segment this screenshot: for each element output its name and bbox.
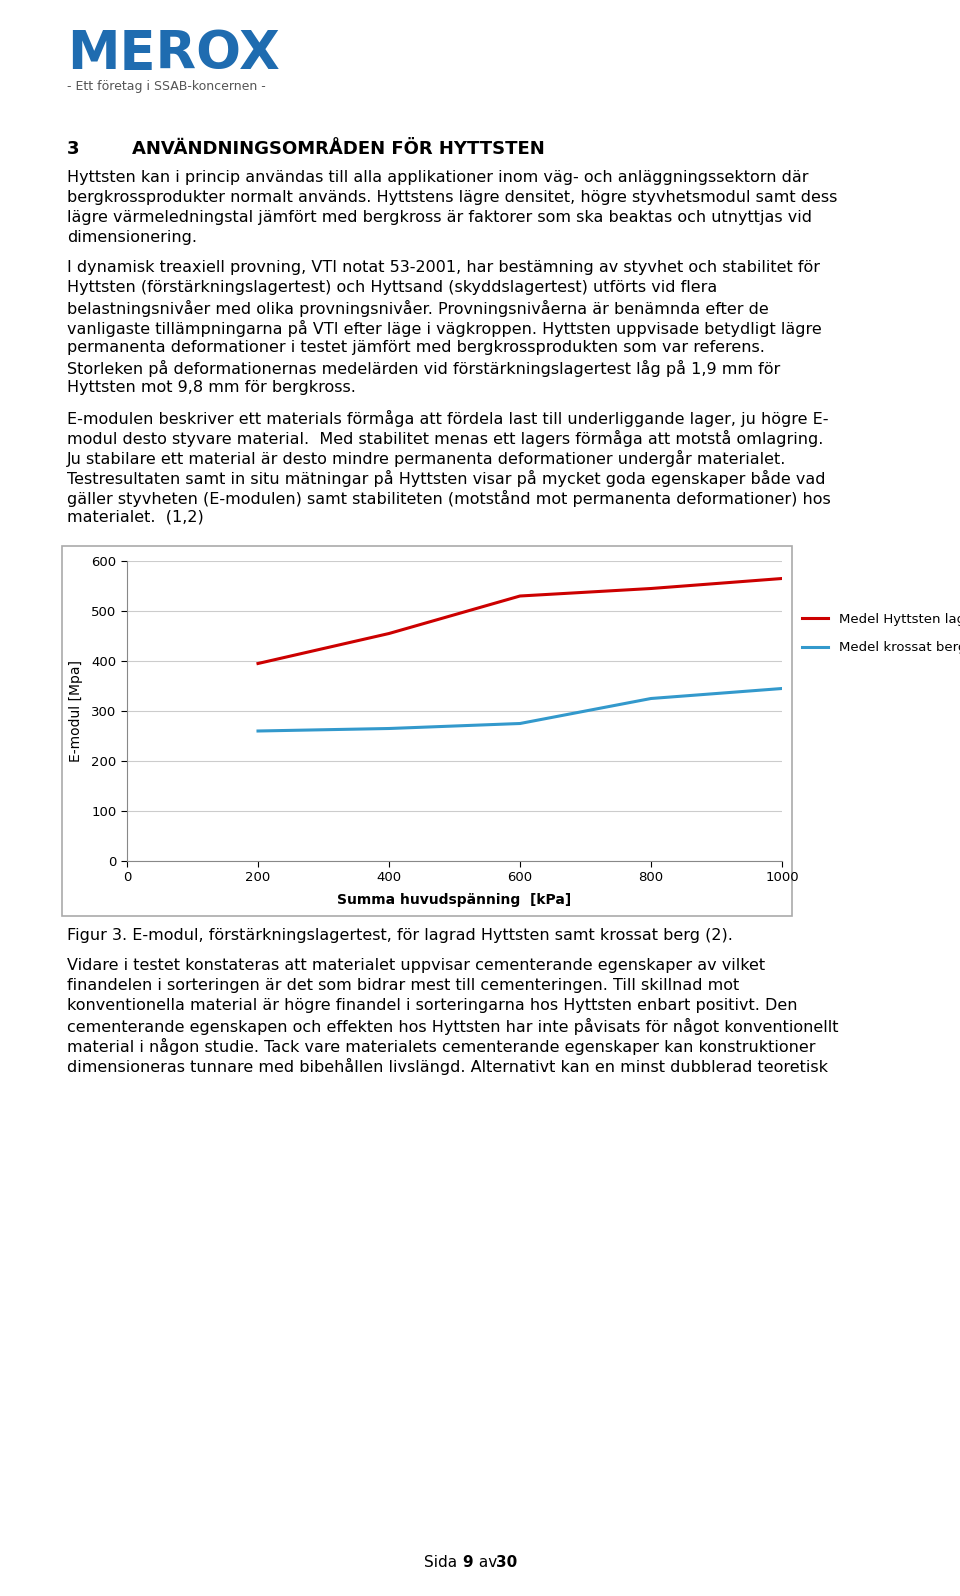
Text: Vidare i testet konstateras att materialet uppvisar cementerande egenskaper av v: Vidare i testet konstateras att material… — [67, 958, 765, 974]
Text: finandelen i sorteringen är det som bidrar mest till cementeringen. Till skillna: finandelen i sorteringen är det som bidr… — [67, 978, 739, 993]
Text: Testresultaten samt in situ mätningar på Hyttsten visar på mycket goda egenskape: Testresultaten samt in situ mätningar på… — [67, 469, 826, 487]
Text: material i någon studie. Tack vare materialets cementerande egenskaper kan konst: material i någon studie. Tack vare mater… — [67, 1037, 815, 1055]
Text: dimensionering.: dimensionering. — [67, 230, 197, 246]
Text: Hyttsten mot 9,8 mm för bergkross.: Hyttsten mot 9,8 mm för bergkross. — [67, 380, 356, 394]
Y-axis label: E-modul [Mpa]: E-modul [Mpa] — [69, 661, 83, 761]
Text: 3: 3 — [67, 140, 80, 158]
Bar — [62, 546, 792, 916]
Text: lägre värmeledningstal jämfört med bergkross är faktorer som ska beaktas och utn: lägre värmeledningstal jämfört med bergk… — [67, 211, 812, 225]
Text: 30: 30 — [496, 1555, 517, 1570]
Text: bergkrossprodukter normalt används. Hyttstens lägre densitet, högre styvhetsmodu: bergkrossprodukter normalt används. Hytt… — [67, 190, 837, 204]
Legend: Medel Hyttsten lagrad, Medel krossat berg: Medel Hyttsten lagrad, Medel krossat ber… — [802, 613, 960, 654]
Text: cementerande egenskapen och effekten hos Hyttsten har inte påvisats för något ko: cementerande egenskapen och effekten hos… — [67, 1018, 838, 1036]
Text: Sida: Sida — [424, 1555, 462, 1570]
Text: belastningsnivåer med olika provningsnivåer. Provningsnivåerna är benämnda efter: belastningsnivåer med olika provningsniv… — [67, 300, 769, 318]
Text: permanenta deformationer i testet jämfört med bergkrossprodukten som var referen: permanenta deformationer i testet jämför… — [67, 340, 765, 354]
Text: E-modulen beskriver ett materials förmåga att fördela last till underliggande la: E-modulen beskriver ett materials förmåg… — [67, 410, 828, 428]
Text: - Ett företag i SSAB-koncernen -: - Ett företag i SSAB-koncernen - — [67, 80, 266, 93]
Text: Hyttsten kan i princip användas till alla applikationer inom väg- och anläggning: Hyttsten kan i princip användas till all… — [67, 171, 808, 185]
X-axis label: Summa huvudspänning  [kPa]: Summa huvudspänning [kPa] — [337, 892, 571, 907]
Text: vanligaste tillämpningarna på VTI efter läge i vägkroppen. Hyttsten uppvisade be: vanligaste tillämpningarna på VTI efter … — [67, 321, 822, 337]
Text: materialet.  (1,2): materialet. (1,2) — [67, 511, 204, 525]
Text: I dynamisk treaxiell provning, VTI notat 53-2001, har bestämning av styvhet och : I dynamisk treaxiell provning, VTI notat… — [67, 260, 820, 275]
Text: Hyttsten (förstärkningslagertest) och Hyttsand (skyddslagertest) utförts vid fle: Hyttsten (förstärkningslagertest) och Hy… — [67, 279, 717, 295]
Text: Figur 3. E-modul, förstärkningslagertest, för lagrad Hyttsten samt krossat berg : Figur 3. E-modul, förstärkningslagertest… — [67, 927, 732, 943]
Text: 9: 9 — [462, 1555, 472, 1570]
Text: Storleken på deformationernas medelärden vid förstärkningslagertest låg på 1,9 m: Storleken på deformationernas medelärden… — [67, 361, 780, 377]
Text: av: av — [474, 1555, 502, 1570]
Text: konventionella material är högre finandel i sorteringarna hos Hyttsten enbart po: konventionella material är högre finande… — [67, 998, 798, 1013]
Text: ANVÄNDNINGSOMRÅDEN FÖR HYTTSTEN: ANVÄNDNINGSOMRÅDEN FÖR HYTTSTEN — [132, 140, 544, 158]
Text: MEROX: MEROX — [67, 29, 279, 80]
Text: dimensioneras tunnare med bibehållen livslängd. Alternativt kan en minst dubbler: dimensioneras tunnare med bibehållen liv… — [67, 1058, 828, 1076]
Text: gäller styvheten (E-modulen) samt stabiliteten (motstånd mot permanenta deformat: gäller styvheten (E-modulen) samt stabil… — [67, 490, 830, 508]
Text: Ju stabilare ett material är desto mindre permanenta deformationer undergår mate: Ju stabilare ett material är desto mindr… — [67, 450, 786, 468]
Text: modul desto styvare material.  Med stabilitet menas ett lagers förmåga att motst: modul desto styvare material. Med stabil… — [67, 429, 824, 447]
